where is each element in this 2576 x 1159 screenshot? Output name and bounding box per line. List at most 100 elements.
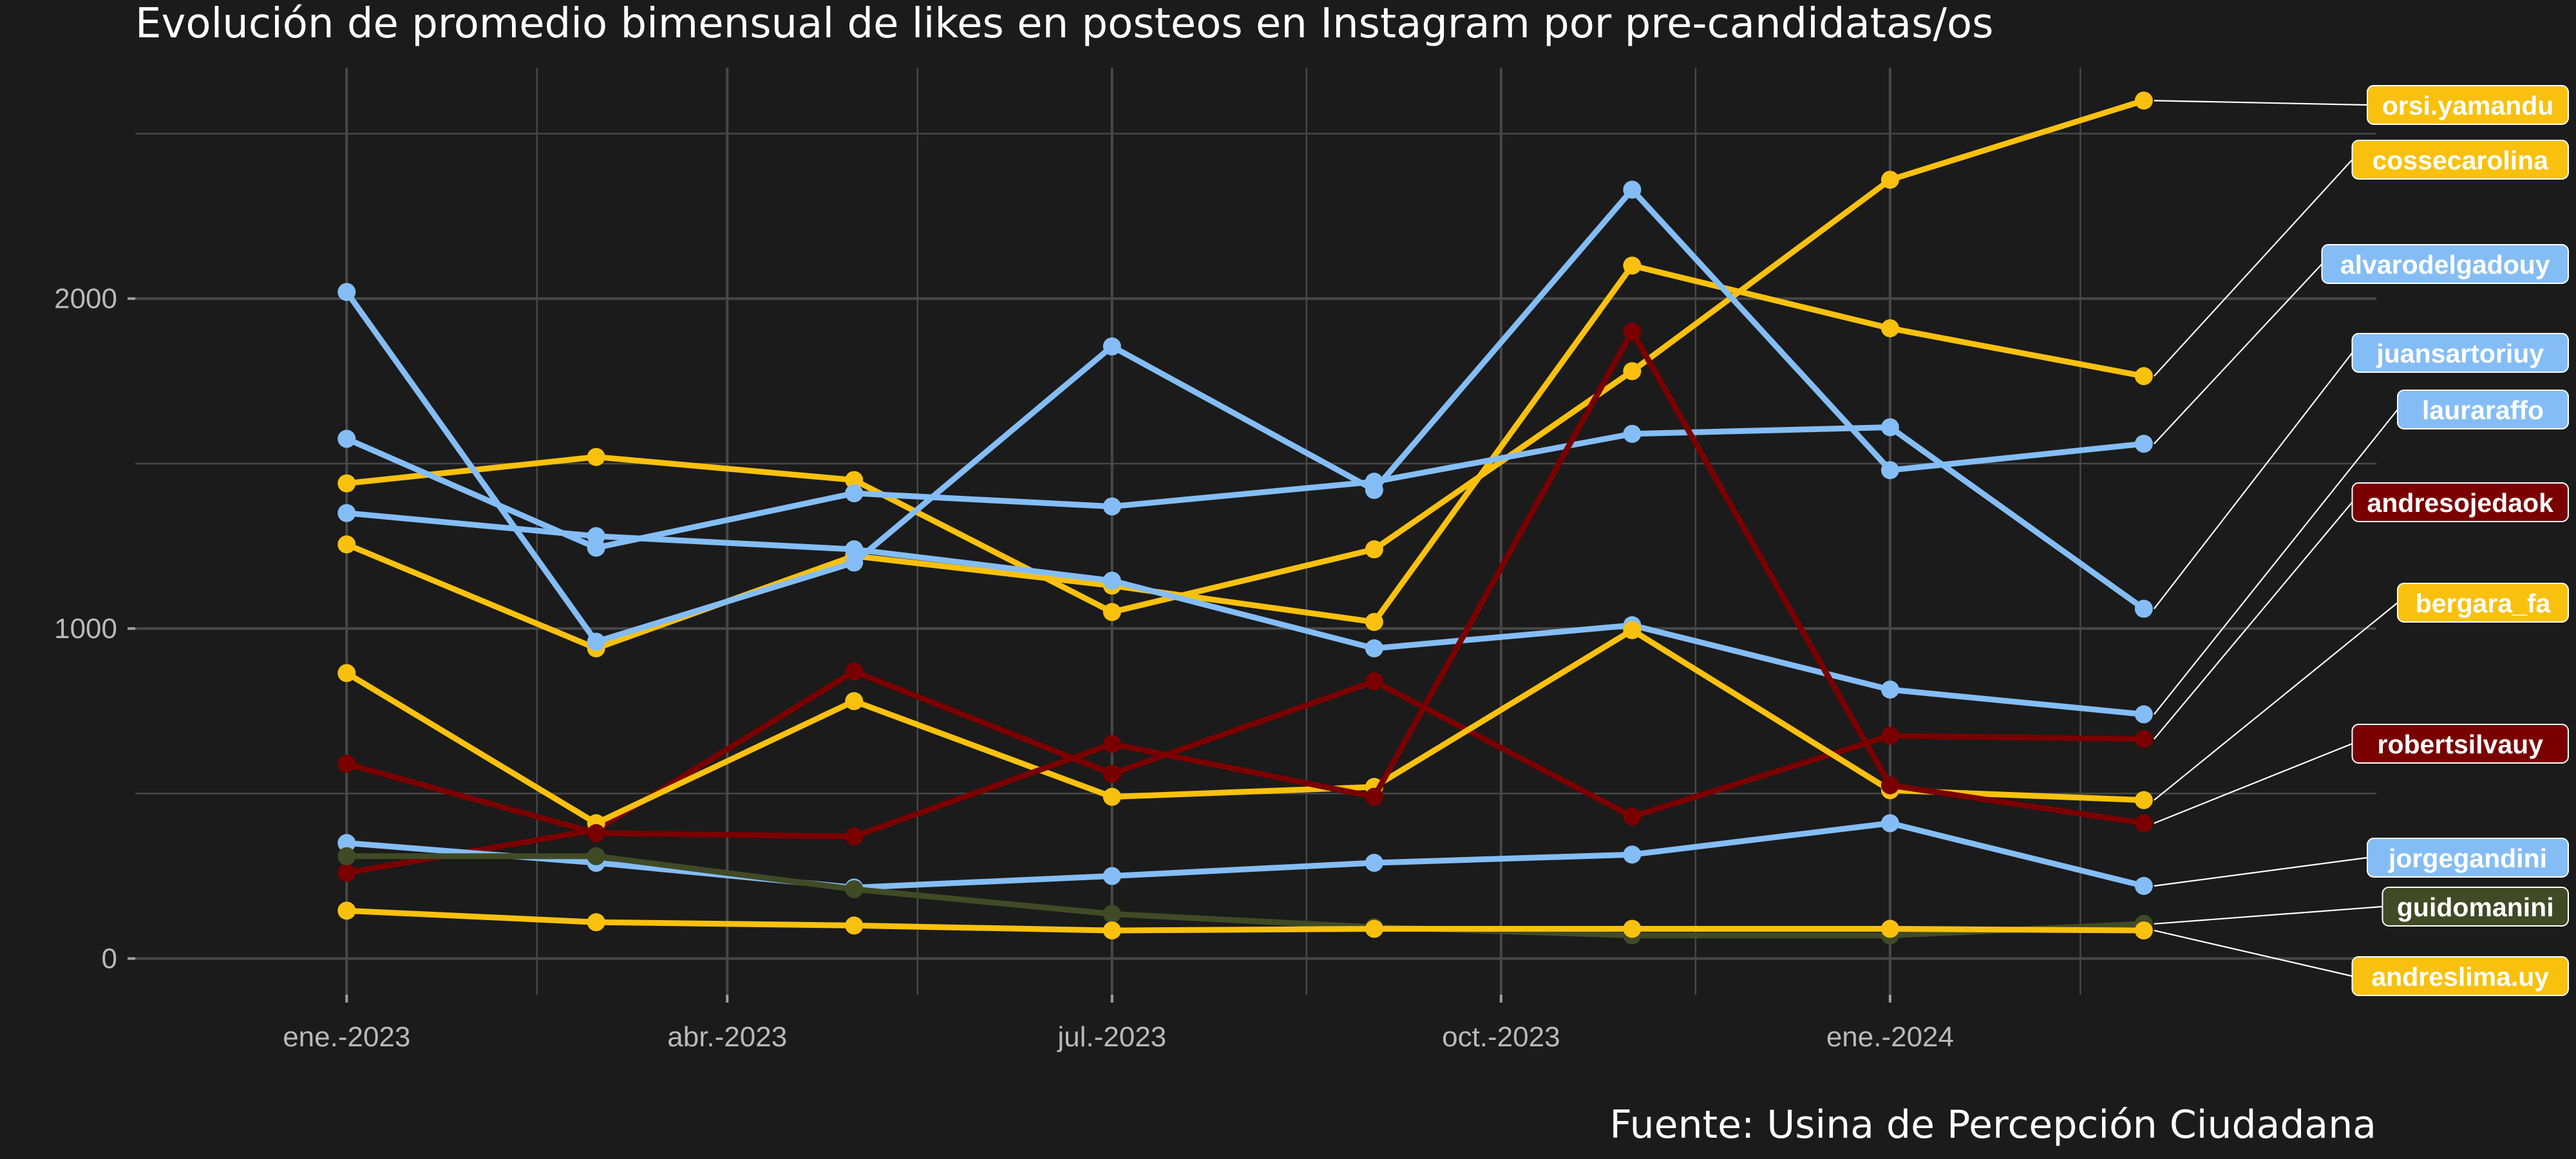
data-point: [1103, 571, 1121, 590]
series-label: robertsilvauy: [2378, 730, 2544, 759]
label-leader-line: [2154, 905, 2383, 925]
series-label-box: [2351, 482, 2569, 522]
series-label-box: [2367, 838, 2569, 878]
data-point: [2134, 435, 2153, 453]
y-tick-label: 1000: [54, 613, 117, 645]
chart-title: Evolución de promedio bimensual de likes…: [135, 0, 1994, 48]
data-point: [2134, 91, 2153, 110]
data-point: [337, 755, 356, 773]
series-line: [343, 820, 2147, 890]
series-line: [343, 262, 2147, 652]
data-point: [1103, 337, 1121, 356]
label-leader-line: [2154, 263, 2323, 444]
data-point: [1103, 905, 1121, 923]
data-point: [1880, 418, 1899, 437]
label-leader-line: [2153, 352, 2353, 610]
series-label-box: [2351, 140, 2569, 180]
label-leader-line: [2154, 502, 2353, 740]
data-point: [337, 664, 356, 683]
data-point: [337, 474, 356, 493]
label-leader-line: [2154, 929, 2353, 977]
data-point: [587, 847, 605, 865]
data-point: [2134, 814, 2153, 833]
data-point: [2134, 921, 2153, 940]
series-label: andresojedaok: [2367, 488, 2554, 518]
series-line: [343, 853, 2147, 939]
series-label: orsi.yamandu: [2382, 91, 2554, 120]
label-leader-line: [2154, 856, 2368, 887]
data-point: [1623, 256, 1642, 275]
series-line: [343, 907, 2147, 934]
data-point: [337, 901, 356, 920]
data-point: [1623, 919, 1642, 938]
series-label: guidomanini: [2397, 892, 2554, 922]
data-point: [1365, 672, 1383, 691]
data-point: [337, 504, 356, 522]
data-point: [845, 553, 864, 572]
data-point: [587, 527, 605, 545]
data-point: [1880, 319, 1899, 337]
series-line: [343, 627, 2147, 827]
series-label-box: [2351, 333, 2569, 373]
data-point: [1623, 807, 1642, 826]
data-point: [1103, 787, 1121, 806]
x-tick-label: oct.-2023: [1442, 1021, 1560, 1053]
series-line: [343, 97, 2147, 616]
data-point: [1623, 362, 1642, 381]
data-point: [845, 827, 864, 846]
x-tick-label: jul.-2023: [1056, 1021, 1166, 1053]
data-point: [337, 847, 356, 865]
series-label: jorgegandini: [2388, 843, 2547, 873]
data-point: [1103, 764, 1121, 783]
label-leader-line: [2154, 100, 2368, 106]
data-point: [337, 834, 356, 853]
label-leader-line: [2154, 742, 2353, 824]
data-point: [337, 535, 356, 554]
data-point: [1880, 461, 1899, 480]
chart-caption: Fuente: Usina de Percepción Ciudadana: [1609, 1102, 2376, 1147]
data-point: [2134, 705, 2153, 724]
data-point: [1365, 540, 1383, 559]
data-point: [845, 916, 864, 935]
data-point: [845, 484, 864, 503]
series-label: andreslima.uy: [2371, 962, 2549, 992]
data-point: [1365, 612, 1383, 631]
x-tick-label: ene.-2023: [283, 1021, 410, 1053]
data-point: [1103, 867, 1121, 885]
data-point: [587, 632, 605, 651]
data-point: [1103, 603, 1121, 621]
series-label-box: [2397, 583, 2569, 623]
data-point: [1103, 921, 1121, 940]
data-point: [1365, 854, 1383, 872]
data-point: [1365, 473, 1383, 491]
series-label: cossecarolina: [2372, 146, 2550, 175]
y-tick-label: 0: [102, 943, 117, 975]
x-tick-label: ene.-2024: [1826, 1021, 1954, 1053]
data-point: [2134, 876, 2153, 895]
data-point: [1880, 726, 1899, 745]
data-point: [1623, 180, 1642, 199]
data-point: [845, 662, 864, 681]
series-label-box: [2351, 724, 2569, 764]
y-tick-label: 2000: [54, 283, 117, 315]
data-point: [1365, 787, 1383, 806]
data-point: [845, 880, 864, 899]
series-label: bergara_fa: [2416, 589, 2552, 618]
data-point: [1880, 814, 1899, 833]
series-label-box: [2367, 85, 2569, 125]
data-point: [1880, 776, 1899, 795]
data-point: [1103, 497, 1121, 516]
data-point: [587, 913, 605, 932]
data-point: [2134, 791, 2153, 809]
series-line: [343, 328, 2147, 840]
data-point: [1623, 322, 1642, 341]
data-point: [1623, 424, 1642, 443]
series-label-box: [2382, 887, 2569, 927]
series-label: alvarodelgadouy: [2340, 250, 2550, 279]
data-point: [2134, 599, 2153, 618]
data-point: [337, 863, 356, 882]
data-point: [845, 540, 864, 559]
data-point: [1880, 680, 1899, 699]
data-point: [1623, 621, 1642, 639]
